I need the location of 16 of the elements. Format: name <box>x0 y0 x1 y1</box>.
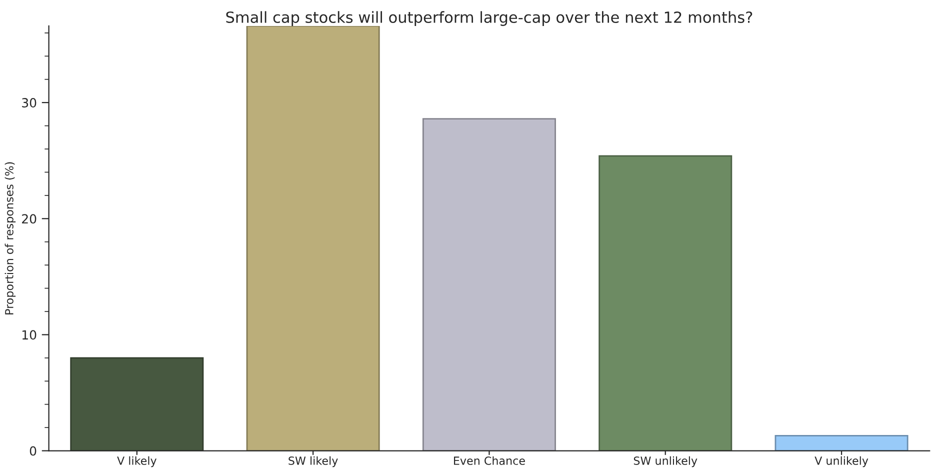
y-axis-title: Proportion of responses (%) <box>4 162 16 314</box>
bar <box>422 118 556 451</box>
bar <box>246 26 380 451</box>
x-tick-label: SW unlikely <box>634 456 698 468</box>
x-tick-label: Even Chance <box>454 456 525 465</box>
bar <box>598 155 732 451</box>
y-tick-label: 20 <box>22 214 36 224</box>
x-tick-label: V unlikely <box>814 456 868 468</box>
x-tick-label: SW likely <box>288 456 338 468</box>
chart-title: Small cap stocks will outperform large-cap over the next 12 months? <box>226 11 752 26</box>
bar <box>70 357 204 451</box>
y-tick-label: 0 <box>30 446 36 456</box>
x-tick-label: V likely <box>117 456 156 468</box>
y-tick-label: 30 <box>22 98 36 108</box>
y-tick-label: 10 <box>22 330 36 340</box>
bar <box>774 434 908 451</box>
